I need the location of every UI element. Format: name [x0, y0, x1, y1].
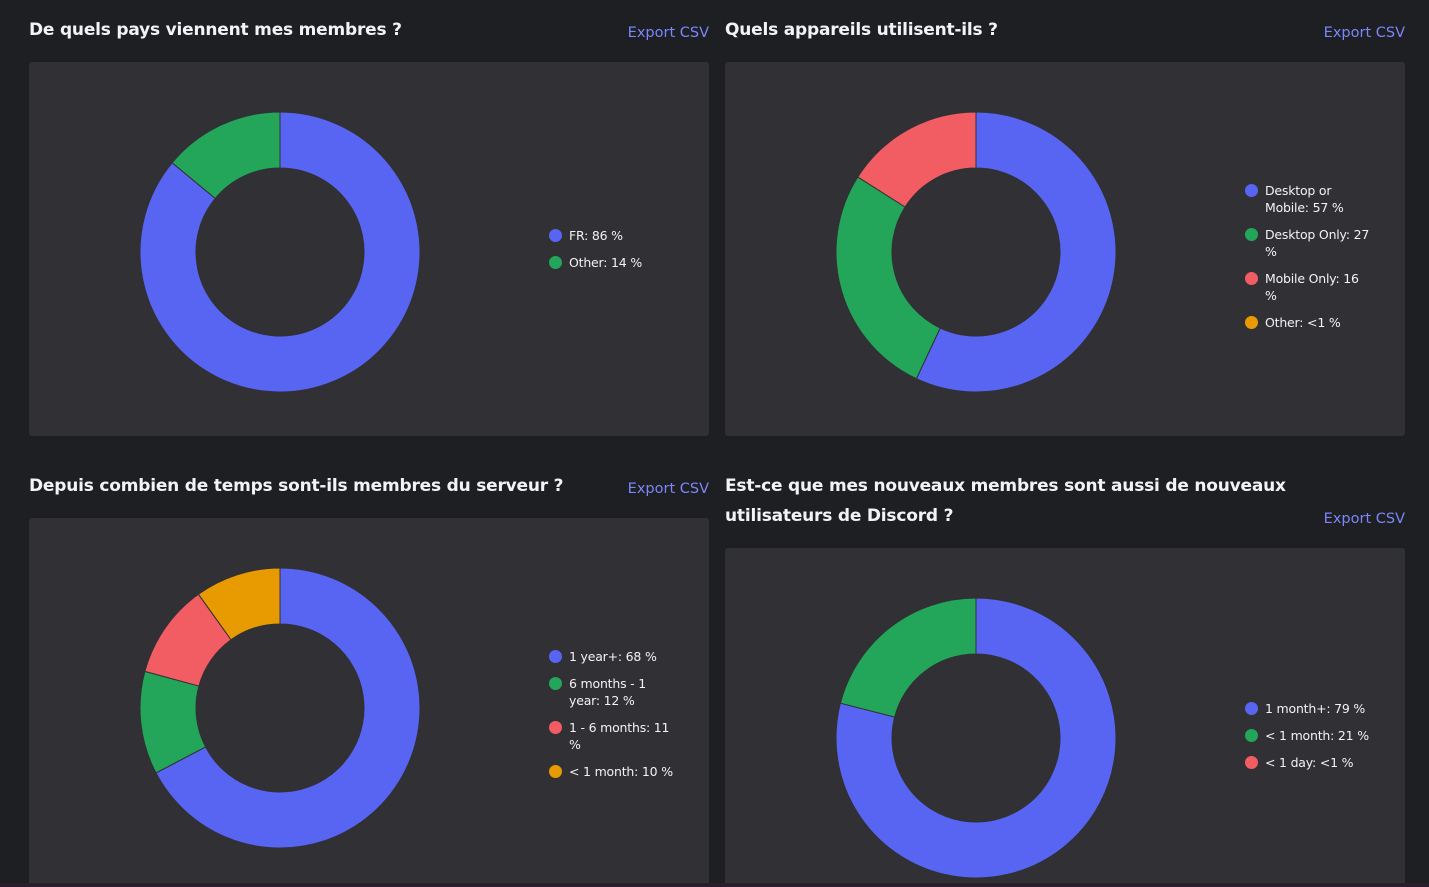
chart-legend: FR: 86 % Other: 14 % [549, 227, 659, 281]
export-csv-button[interactable]: Export CSV [627, 481, 709, 497]
legend-item-1-month: 1 month+: 79 % [1245, 700, 1370, 717]
donut-slice-other[interactable] [171, 111, 281, 200]
donut-slice-fr[interactable] [139, 111, 421, 393]
donut-slice-desktop-or-mobile[interactable] [915, 111, 1117, 393]
legend-item-1-month: < 1 month: 21 % [1245, 727, 1370, 744]
export-csv-button[interactable]: Export CSV [1323, 25, 1405, 41]
donut-slice-1-year[interactable] [155, 567, 421, 849]
donut-slice-1-month[interactable] [197, 567, 281, 641]
donut-chart [835, 597, 1117, 879]
legend-label: 6 months - 1 year: 12 % [569, 676, 647, 708]
legend-dot-icon [549, 650, 562, 663]
legend-label: FR: 86 % [569, 228, 623, 243]
chart-title: Depuis combien de temps sont-ils membres… [29, 476, 564, 496]
legend-label: < 1 month: 21 % [1265, 728, 1369, 743]
chart-panel: 1 month+: 79 % < 1 month: 21 % < 1 day: <1… [725, 548, 1405, 887]
legend-dot-icon [549, 765, 562, 778]
chart-legend: 1 month+: 79 % < 1 month: 21 % < 1 day: <1… [1245, 700, 1370, 781]
chart-panel: FR: 86 % Other: 14 % [29, 62, 709, 436]
legend-dot-icon [549, 256, 562, 269]
legend-dot-icon [1245, 272, 1258, 285]
legend-item-6-months-1-year: 6 months - 1 year: 12 % [549, 675, 674, 709]
legend-label: Other: <1 % [1265, 315, 1341, 330]
legend-item-mobile-only: Mobile Only: 16 % [1245, 270, 1370, 304]
chart-title: Est-ce que mes nouveaux membres sont aus… [725, 476, 1286, 526]
donut-slice-1-month[interactable] [835, 597, 1117, 879]
legend-dot-icon [549, 677, 562, 690]
legend-dot-icon [1245, 756, 1258, 769]
legend-item-desktop-only: Desktop Only: 27 % [1245, 226, 1370, 260]
legend-label: Mobile Only: 16 % [1265, 271, 1359, 303]
legend-dot-icon [1245, 228, 1258, 241]
legend-item-1-month: < 1 month: 10 % [549, 763, 674, 780]
legend-item-desktop-or-mobile: Desktop or Mobile: 57 % [1245, 182, 1370, 216]
legend-item-other: Other: <1 % [1245, 314, 1370, 331]
legend-dot-icon [549, 721, 562, 734]
legend-label: Desktop or Mobile: 57 % [1265, 183, 1344, 215]
legend-item-other: Other: 14 % [549, 254, 659, 271]
chart-legend: 1 year+: 68 % 6 months - 1 year: 12 % 1 - … [549, 648, 674, 790]
legend-dot-icon [549, 229, 562, 242]
donut-chart [139, 111, 421, 393]
legend-item-1-6-months: 1 - 6 months: 11 % [549, 719, 674, 753]
export-csv-button[interactable]: Export CSV [1323, 511, 1405, 527]
legend-item-fr: FR: 86 % [549, 227, 659, 244]
legend-label: 1 year+: 68 % [569, 649, 657, 664]
legend-item-1-year: 1 year+: 68 % [549, 648, 674, 665]
legend-dot-icon [1245, 184, 1258, 197]
donut-slice-mobile-only[interactable] [857, 111, 977, 208]
legend-dot-icon [1245, 316, 1258, 329]
legend-label: < 1 month: 10 % [569, 764, 673, 779]
donut-chart [139, 567, 421, 849]
chart-panel: Desktop or Mobile: 57 % Desktop Only: 27 … [725, 62, 1405, 436]
chart-legend: Desktop or Mobile: 57 % Desktop Only: 27 … [1245, 182, 1370, 341]
legend-dot-icon [1245, 729, 1258, 742]
window-bottom-edge [0, 883, 1429, 887]
legend-item-1-day: < 1 day: <1 % [1245, 754, 1370, 771]
legend-label: Desktop Only: 27 % [1265, 227, 1370, 259]
legend-dot-icon [1245, 702, 1258, 715]
chart-panel: 1 year+: 68 % 6 months - 1 year: 12 % 1 - … [29, 518, 709, 887]
export-csv-button[interactable]: Export CSV [627, 25, 709, 41]
donut-chart [835, 111, 1117, 393]
donut-slice-1-month[interactable] [839, 597, 977, 718]
legend-label: Other: 14 % [569, 255, 643, 270]
legend-label: 1 month+: 79 % [1265, 701, 1366, 716]
chart-title: Quels appareils utilisent-ils ? [725, 20, 998, 40]
donut-slice-desktop-only[interactable] [835, 176, 941, 380]
legend-label: 1 - 6 months: 11 % [569, 720, 670, 752]
legend-label: < 1 day: <1 % [1265, 755, 1354, 770]
chart-title: De quels pays viennent mes membres ? [29, 20, 402, 40]
